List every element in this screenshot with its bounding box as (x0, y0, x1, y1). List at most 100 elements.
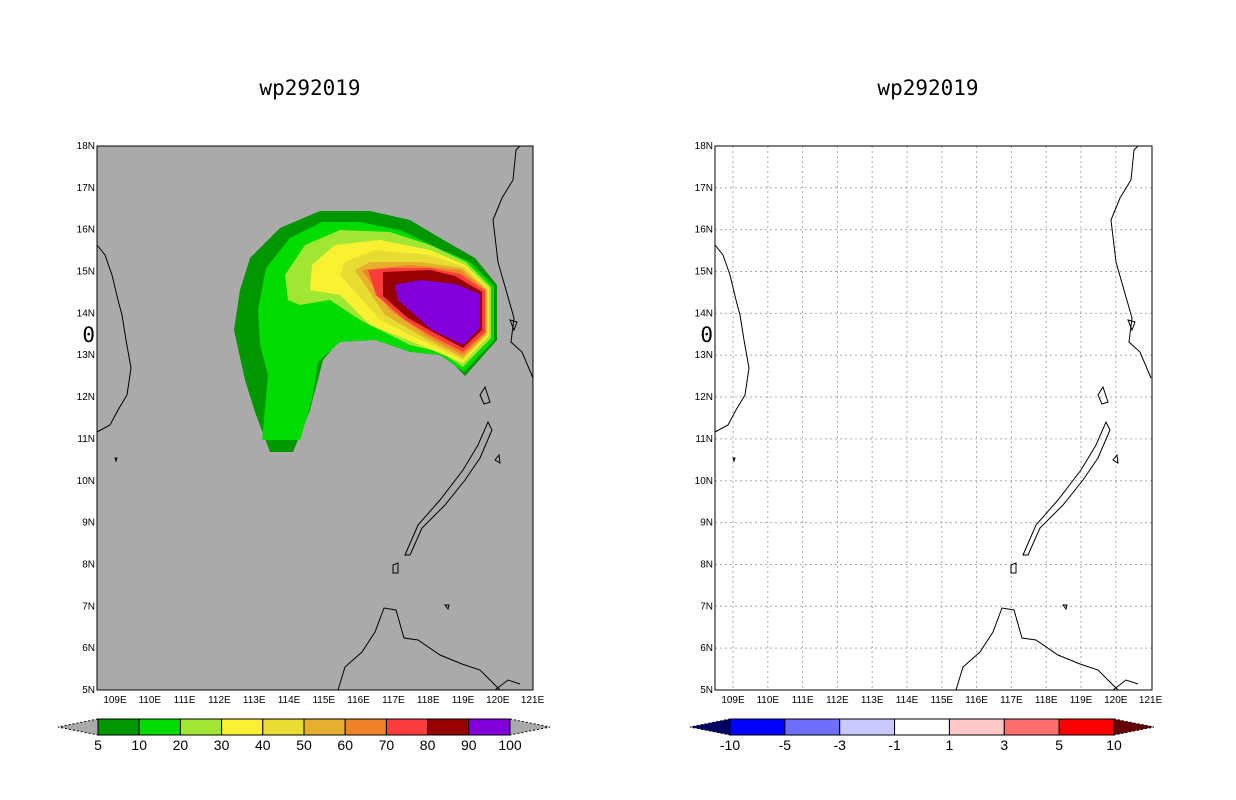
lon-label: 120E (486, 695, 510, 706)
colorbar-swatch (179, 718, 223, 736)
colorbar-swatch (784, 718, 841, 736)
colorbar-label: 100 (498, 737, 522, 753)
lon-label: 119E (1070, 695, 1093, 706)
lon-label: 116E (347, 695, 370, 706)
lon-label: 112E (208, 695, 231, 706)
colorbar-label: 50 (296, 737, 312, 753)
colorbar-label: 3 (1000, 737, 1008, 753)
lat-label: 13N (695, 350, 713, 361)
lat-label: 17N (695, 183, 713, 194)
colorbar-label: 30 (214, 737, 230, 753)
lat-label: 10N (77, 476, 95, 487)
lon-label: 118E (1035, 695, 1058, 706)
colorbar-swatch (97, 718, 140, 736)
colorbar-swatch (1058, 718, 1115, 736)
colorbar-low-extension (689, 718, 731, 736)
colorbar-swatch (948, 718, 1005, 736)
lon-label: 109E (721, 695, 745, 706)
lat-label: 8N (82, 559, 95, 570)
lat-label: 11N (77, 434, 95, 445)
colorbar-label: 90 (461, 737, 477, 753)
lat-label: 16N (695, 225, 713, 236)
right-map-panel (714, 145, 1153, 691)
probability-contours (234, 211, 497, 452)
lon-label: 115E (312, 695, 335, 706)
lon-label: 115E (930, 695, 953, 706)
colorbar-swatch (303, 718, 346, 736)
storm-id: wp292019 (259, 76, 361, 100)
lat-label: 13N (77, 350, 95, 361)
lon-label: 116E (965, 695, 988, 706)
colorbar-label: -5 (779, 737, 792, 753)
lon-label: 110E (756, 695, 779, 706)
lat-label: 15N (695, 267, 713, 278)
colorbar-label: 70 (379, 737, 395, 753)
lon-label: 112E (826, 695, 849, 706)
lon-label: 113E (243, 695, 266, 706)
colorbar-label: -1 (888, 737, 901, 753)
lat-label: 17N (77, 183, 95, 194)
lat-label: 7N (700, 601, 713, 612)
lon-label: 119E (452, 695, 475, 706)
colorbar-swatch (894, 718, 950, 736)
colorbar-label: -10 (720, 737, 740, 753)
lat-label: 8N (700, 559, 713, 570)
colorbar-swatch (1003, 718, 1060, 736)
colorbar-label: 5 (1055, 737, 1063, 753)
lat-label: 14N (695, 308, 713, 319)
colorbar-swatch (427, 718, 470, 736)
colorbar-label: 20 (173, 737, 189, 753)
lat-label: 5N (700, 685, 713, 696)
lat-label: 18N (77, 141, 95, 152)
colorbar-low-extension (57, 718, 99, 736)
colorbar-swatch (729, 718, 786, 736)
storm-id: wp292019 (877, 76, 979, 100)
lat-label: 14N (77, 308, 95, 319)
lon-label: 120E (1104, 695, 1128, 706)
colorbar-swatch (138, 718, 181, 736)
lat-label: 5N (82, 685, 95, 696)
colorbar-label: 5 (94, 737, 102, 753)
colorbar-high-extension (509, 718, 551, 736)
lat-label: 9N (82, 518, 95, 529)
lon-label: 110E (138, 695, 161, 706)
lon-label: 117E (382, 695, 405, 706)
lat-label: 15N (77, 267, 95, 278)
lat-label: 16N (77, 225, 95, 236)
lon-label: 109E (103, 695, 127, 706)
lon-label: 111E (174, 695, 196, 706)
colorbar-swatch (839, 718, 896, 736)
lat-label: 6N (82, 643, 95, 654)
colorbar-label: 80 (420, 737, 436, 753)
colorbar-difference: -10 -5 -3 -1 1 3 5 10 (689, 718, 1155, 753)
lon-label: 121E (521, 695, 545, 706)
colorbar-swatch (344, 718, 387, 736)
colorbar-swatch (221, 718, 264, 736)
lat-label: 9N (700, 518, 713, 529)
contour-90 (395, 280, 480, 345)
lat-label: 10N (695, 476, 713, 487)
lat-label: 12N (695, 392, 713, 403)
colorbar-label: 40 (255, 737, 271, 753)
colorbar-high-extension (1113, 718, 1155, 736)
colorbar-swatch (468, 718, 511, 736)
lon-label: 121E (1139, 695, 1163, 706)
lat-label: 6N (700, 643, 713, 654)
lat-label: 7N (82, 601, 95, 612)
colorbar-label: -3 (833, 737, 846, 753)
colorbar-label: 1 (946, 737, 954, 753)
lat-label: 11N (695, 434, 713, 445)
lon-label: 111E (792, 695, 814, 706)
lon-label: 117E (1000, 695, 1023, 706)
lon-label: 114E (896, 695, 919, 706)
lat-label: 12N (77, 392, 95, 403)
lat-label: 18N (695, 141, 713, 152)
colorbar-probability: 5 10 20 30 40 50 60 70 80 90 100 (57, 718, 551, 753)
colorbar-swatch (385, 718, 429, 736)
left-map-panel (96, 145, 534, 691)
lon-label: 114E (278, 695, 301, 706)
colorbar-label: 10 (131, 737, 147, 753)
colorbar-swatch (262, 718, 305, 736)
lon-label: 113E (861, 695, 884, 706)
